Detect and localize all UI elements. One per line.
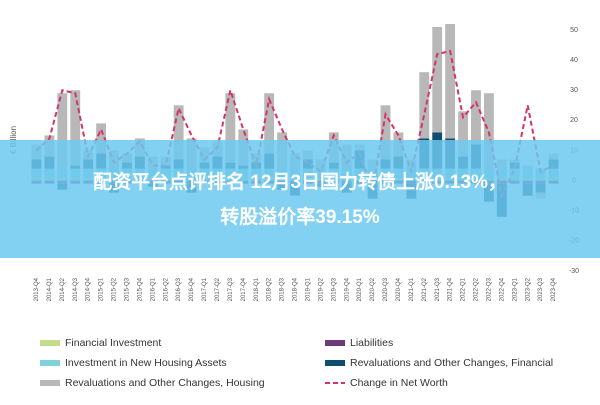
x-tick-label: 2015-Q2: [112, 277, 118, 301]
x-tick-label: 2022-Q4: [499, 277, 505, 301]
bar-segment: [173, 105, 184, 160]
x-tick-label: 2021-Q3: [435, 277, 441, 301]
x-tick-label: 2019-Q4: [344, 277, 350, 301]
x-tick-label: 2022-Q3: [486, 277, 492, 301]
x-tick-label: 2015-Q1: [99, 277, 105, 301]
x-tick-label: 2017-Q2: [215, 277, 221, 301]
x-tick-label: 2018-Q2: [267, 277, 273, 301]
bar-segment: [483, 93, 494, 169]
legend-label: Change in Net Worth: [350, 377, 448, 389]
banner: [0, 140, 600, 258]
x-tick-label: 2020-Q3: [383, 277, 389, 301]
x-tick-label: 2018-Q4: [293, 277, 299, 301]
banner-text: 转股溢价率39.15%: [220, 205, 380, 228]
legend-swatch: [40, 340, 60, 346]
y-tick-label: 40: [570, 57, 578, 64]
bar-segment: [458, 111, 468, 157]
x-tick-label: 2014-Q1: [47, 277, 53, 301]
x-tick-label: 2020-Q2: [370, 277, 376, 301]
x-tick-label: 2019-Q2: [318, 277, 324, 301]
x-tick-label: 2021-Q1: [409, 277, 415, 301]
x-tick-label: 2022-Q2: [474, 277, 480, 301]
x-tick-label: 2014-Q4: [86, 277, 92, 301]
bar-segment: [380, 105, 391, 160]
bar-segment: [419, 72, 430, 139]
x-tick-label: 2017-Q4: [241, 277, 247, 301]
x-tick-label: 2023-Q4: [551, 277, 557, 301]
x-tick-label: 2018-Q3: [280, 277, 286, 301]
x-tick-label: 2020-Q4: [396, 277, 402, 301]
bar-segment: [96, 123, 107, 154]
legend-label: Revaluations and Other Changes, Financia…: [350, 357, 553, 369]
y-tick-label: 30: [570, 87, 578, 94]
x-tick-label: 2014-Q2: [60, 277, 66, 301]
legend-label: Financial Investment: [65, 337, 161, 349]
x-tick-label: 2015-Q3: [125, 277, 131, 301]
x-tick-label: 2019-Q3: [331, 277, 337, 301]
bar-segment: [70, 90, 81, 166]
legend-swatch: [40, 380, 60, 386]
x-tick-label: 2016-Q2: [163, 277, 169, 301]
x-tick-label: 2017-Q1: [202, 277, 208, 301]
x-tick-label: 2015-Q4: [137, 277, 143, 301]
legend-label: Investment in New Housing Assets: [65, 357, 227, 369]
y-tick-label: -30: [569, 268, 579, 275]
legend-label: Liabilities: [350, 337, 393, 349]
x-tick-label: 2020-Q1: [357, 277, 363, 301]
bar-segment: [471, 90, 481, 145]
x-tick-label: 2013-Q4: [34, 277, 40, 301]
legend-swatch: [325, 340, 345, 346]
y-tick-label: 20: [570, 117, 578, 124]
x-tick-label: 2017-Q3: [228, 277, 234, 301]
x-tick-label: 2014-Q3: [73, 277, 79, 301]
x-tick-label: 2016-Q4: [189, 277, 195, 301]
x-tick-label: 2023-Q3: [538, 277, 544, 301]
x-tick-label: 2021-Q2: [422, 277, 428, 301]
x-tick-label: 2023-Q1: [512, 277, 518, 301]
legend-label: Revaluations and Other Changes, Housing: [65, 377, 265, 389]
bar-segment: [264, 93, 275, 154]
bar-segment: [432, 26, 443, 133]
x-tick-label: 2016-Q1: [150, 277, 156, 301]
banner-text: 配资平台点评排名 12月3日国力转债上涨0.13%，: [93, 170, 507, 193]
legend-swatch: [40, 360, 60, 366]
bar-segment: [57, 93, 68, 169]
x-tick-label: 2019-Q1: [306, 277, 312, 301]
x-tick-label: 2021-Q4: [448, 277, 454, 301]
net-worth-line: [35, 49, 554, 199]
legend-swatch: [325, 360, 345, 366]
x-tick-label: 2023-Q2: [525, 277, 531, 301]
x-tick-label: 2016-Q3: [176, 277, 182, 301]
bar-segment: [445, 23, 456, 139]
x-tick-label: 2018-Q1: [254, 277, 260, 301]
y-tick-label: 50: [570, 27, 578, 34]
x-tick-label: 2022-Q1: [461, 277, 467, 301]
bar-segment: [225, 93, 236, 163]
